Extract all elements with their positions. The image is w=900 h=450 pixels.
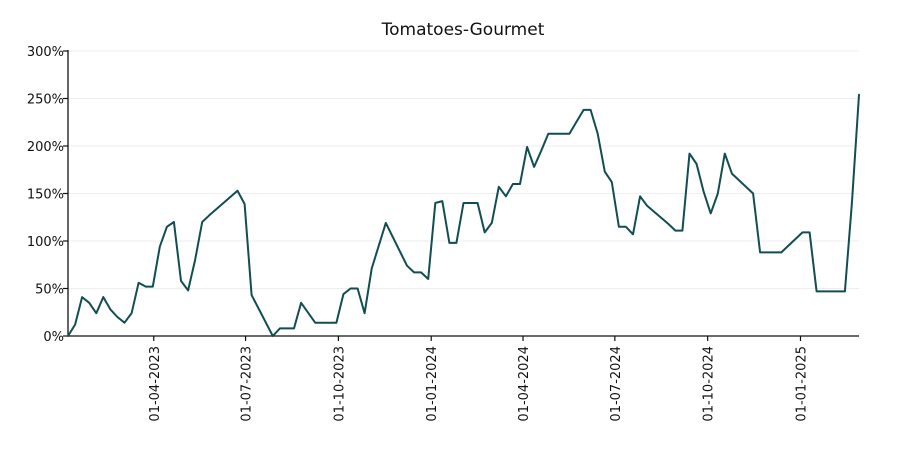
y-tick-label: 200% xyxy=(27,140,64,155)
x-tick-label: 01-01-2025 xyxy=(794,346,809,422)
x-tick-label: 01-01-2024 xyxy=(425,346,440,422)
y-tick-label: 0% xyxy=(43,330,64,345)
y-tick-label: 150% xyxy=(27,188,64,203)
series-line xyxy=(67,93,860,337)
chart-title: Tomatoes-Gourmet xyxy=(381,20,545,40)
x-tick-label: 01-04-2024 xyxy=(517,346,532,422)
x-axis-ticks: 01-04-2023 01-07-2023 01-10-2023 01-01-2024… xyxy=(148,336,809,422)
gridlines xyxy=(68,50,859,289)
series-group xyxy=(67,93,860,337)
y-axis-ticks: 0% 50% 100% 150% 200% 250% 300% xyxy=(27,45,68,345)
x-tick-label: 01-10-2023 xyxy=(332,346,347,422)
y-tick-label: 100% xyxy=(27,235,64,250)
x-tick-label: 01-07-2024 xyxy=(609,346,624,422)
y-tick-label: 250% xyxy=(27,93,64,108)
x-tick-label: 01-10-2024 xyxy=(702,346,717,422)
y-tick-label: 300% xyxy=(27,45,64,60)
y-tick-label: 50% xyxy=(35,283,64,298)
x-tick-label: 01-04-2023 xyxy=(148,346,163,422)
x-tick-label: 01-07-2023 xyxy=(240,346,255,422)
